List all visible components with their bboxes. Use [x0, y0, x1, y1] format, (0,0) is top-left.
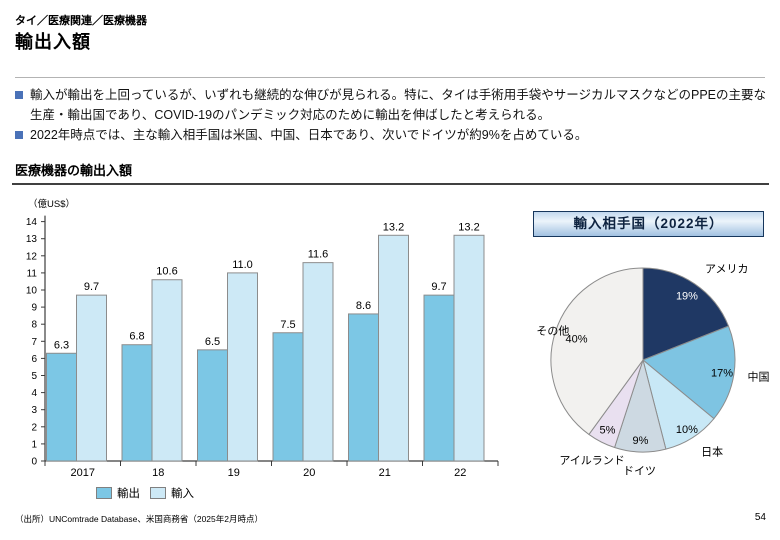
- bar-value-label: 9.7: [431, 281, 446, 293]
- bar-value-label: 6.3: [54, 339, 69, 351]
- y-tick-label: 9: [31, 303, 37, 314]
- bar-輸出-22: [423, 294, 455, 462]
- pie-slice-その他: [550, 267, 644, 435]
- bar-輸出-2017: [46, 352, 77, 462]
- y-tick-label: 2: [31, 422, 37, 433]
- pie-country-label: 中国: [747, 371, 769, 384]
- page-number: 54: [754, 512, 766, 523]
- title-divider: [15, 77, 765, 78]
- bar-value-label: 6.8: [129, 331, 144, 343]
- pie-pct-label: 19%: [676, 290, 698, 302]
- x-category-label: 22: [454, 467, 466, 479]
- bar-value-label: 10.6: [156, 266, 177, 278]
- y-tick-label: 3: [31, 405, 37, 416]
- bar-輸入-20: [302, 262, 334, 462]
- y-tick-label: 0: [31, 457, 37, 468]
- pie-slice-アメリカ: [642, 267, 730, 361]
- x-category-label: 20: [303, 467, 315, 479]
- y-tick-label: 1: [31, 439, 37, 450]
- bar-value-label: 13.2: [458, 221, 479, 233]
- y-tick-label: 7: [31, 337, 37, 348]
- y-tick-label: 8: [31, 320, 37, 331]
- x-category-label: 2017: [71, 467, 95, 479]
- bar-value-label: 8.6: [356, 300, 371, 312]
- pie-pct-label: 10%: [676, 424, 698, 436]
- pie-country-label: アメリカ: [705, 263, 748, 276]
- x-category-label: 19: [228, 467, 240, 479]
- bullet-item: 輸入が輸出を上回っているが、いずれも継続的な伸びが見られる。特に、タイは手術用手…: [15, 85, 771, 125]
- pie-country-label: アイルランド: [559, 455, 624, 467]
- chart-section-divider: [12, 183, 769, 185]
- y-tick-label: 6: [31, 354, 37, 365]
- pie-pct-label: 17%: [711, 368, 733, 380]
- y-tick-label: 11: [27, 268, 38, 279]
- bar-value-label: 11.6: [308, 249, 329, 261]
- pie-country-label: ドイツ: [623, 465, 656, 477]
- export-import-bar-chart: （億US$）012345678910111213146.39.720176.81…: [26, 198, 499, 479]
- y-axis-unit-label: （億US$）: [28, 198, 75, 210]
- y-tick-label: 5: [31, 371, 37, 382]
- legend-label: 輸入: [171, 488, 194, 500]
- bar-value-label: 7.5: [280, 319, 295, 331]
- import-swatch-icon: [150, 487, 166, 499]
- bar-輸入-21: [378, 234, 409, 462]
- legend-label: 輸出: [117, 488, 140, 500]
- bullet-item: 2022年時点では、主な輸入相手国は米国、中国、日本であり、次いでドイツが約9%…: [15, 125, 771, 145]
- bar-value-label: 9.7: [84, 281, 99, 293]
- bar-value-label: 11.0: [232, 259, 253, 271]
- bar-輸出-19: [197, 349, 228, 462]
- y-tick-label: 12: [26, 251, 38, 262]
- source-note: （出所）UNComtrade Database、米国商務省（2025年2月時点）: [15, 514, 263, 524]
- y-tick-label: 13: [26, 234, 38, 245]
- y-tick-label: 14: [26, 217, 38, 228]
- y-tick-label: 10: [26, 286, 38, 297]
- pie-pct-label: 40%: [565, 333, 587, 345]
- summary-bullets: 輸入が輸出を上回っているが、いずれも継続的な伸びが見られる。特に、タイは手術用手…: [15, 85, 771, 145]
- bar-輸出-21: [348, 313, 379, 462]
- legend-item-import: 輸入: [150, 485, 194, 501]
- pie-country-label: 日本: [701, 445, 723, 459]
- bar-chart-legend: 輸出 輸入: [96, 485, 194, 501]
- bullet-square-icon: [15, 91, 23, 99]
- bullet-square-icon: [15, 131, 23, 139]
- export-swatch-icon: [96, 487, 112, 499]
- bullet-text: 2022年時点では、主な輸入相手国は米国、中国、日本であり、次いでドイツが約9%…: [30, 128, 588, 142]
- bar-輸出-20: [272, 332, 304, 462]
- bar-輸入-19: [227, 272, 258, 462]
- page-title: 輸出入額: [15, 32, 91, 52]
- x-category-label: 21: [379, 467, 391, 479]
- bar-value-label: 13.2: [383, 221, 404, 233]
- legend-item-export: 輸出: [96, 485, 140, 501]
- bullet-text: 輸入が輸出を上回っているが、いずれも継続的な伸びが見られる。特に、タイは手術用手…: [30, 88, 767, 122]
- import-partners-pie-chart: 19% アメリカ 17% 中国 10%日本 9% ドイツ 5% アイルランド 40%その他: [536, 263, 769, 478]
- pie-chart-title: 輸入相手国（2022年）: [533, 211, 764, 237]
- chart-section-title: 医療機器の輸出入額: [15, 163, 133, 178]
- bar-輸入-18: [151, 279, 183, 462]
- y-tick-label: 4: [31, 388, 37, 399]
- bar-輸入-22: [453, 234, 485, 462]
- pie-country-label: その他: [536, 325, 569, 338]
- bar-輸入-2017: [76, 294, 107, 462]
- bar-輸出-18: [121, 344, 153, 462]
- pie-slice-中国: [642, 325, 736, 420]
- pie-pct-label: 5%: [600, 425, 616, 437]
- x-category-label: 18: [152, 467, 164, 479]
- breadcrumb: タイ／医療関連／医療機器: [15, 15, 147, 27]
- pie-pct-label: 9%: [633, 435, 649, 447]
- bar-value-label: 6.5: [205, 336, 220, 348]
